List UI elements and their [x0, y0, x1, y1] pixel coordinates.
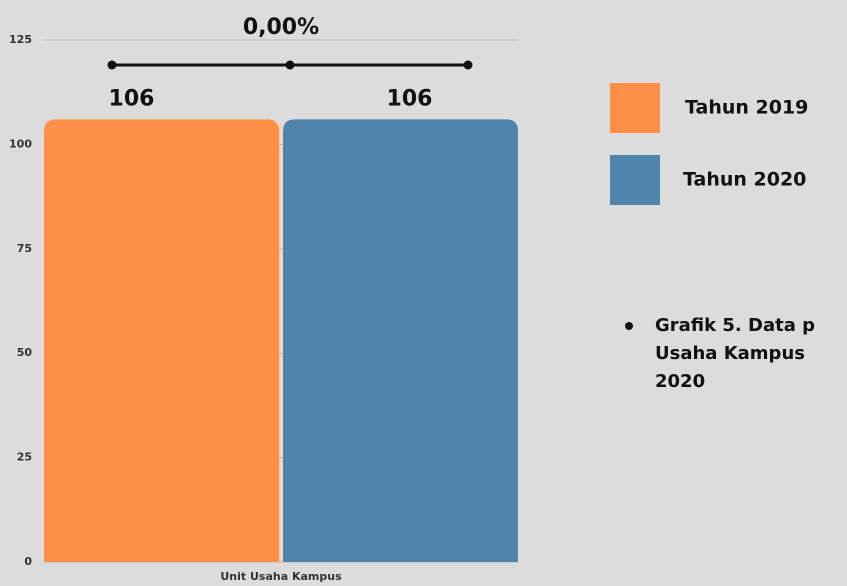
bar — [44, 119, 279, 563]
caption-line: Grafik 5. Data p — [655, 315, 815, 336]
bracket-dot — [463, 60, 473, 70]
annotation: 0,00% — [243, 15, 319, 40]
caption-line: 2020 — [655, 371, 705, 392]
bracket-dot — [285, 60, 295, 70]
legend-swatch — [610, 155, 660, 205]
value-label: 106 — [109, 86, 155, 111]
legend-label: Tahun 2020 — [683, 169, 806, 191]
value-label: 106 — [387, 86, 433, 111]
y-tick-label: 0 — [24, 555, 32, 568]
legend-label: Tahun 2019 — [685, 97, 808, 119]
y-tick-label: 25 — [17, 451, 32, 464]
y-tick-label: 75 — [17, 242, 32, 255]
y-tick-label: 100 — [9, 137, 32, 150]
bullet — [625, 322, 633, 330]
caption-line: Usaha Kampus — [655, 343, 805, 364]
legend-swatch — [610, 83, 660, 133]
y-tick-label: 125 — [9, 33, 32, 46]
bracket-dot — [107, 60, 117, 70]
y-tick-label: 50 — [17, 346, 33, 359]
x-tick-label: Unit Usaha Kampus — [220, 570, 342, 583]
bar — [283, 119, 518, 563]
